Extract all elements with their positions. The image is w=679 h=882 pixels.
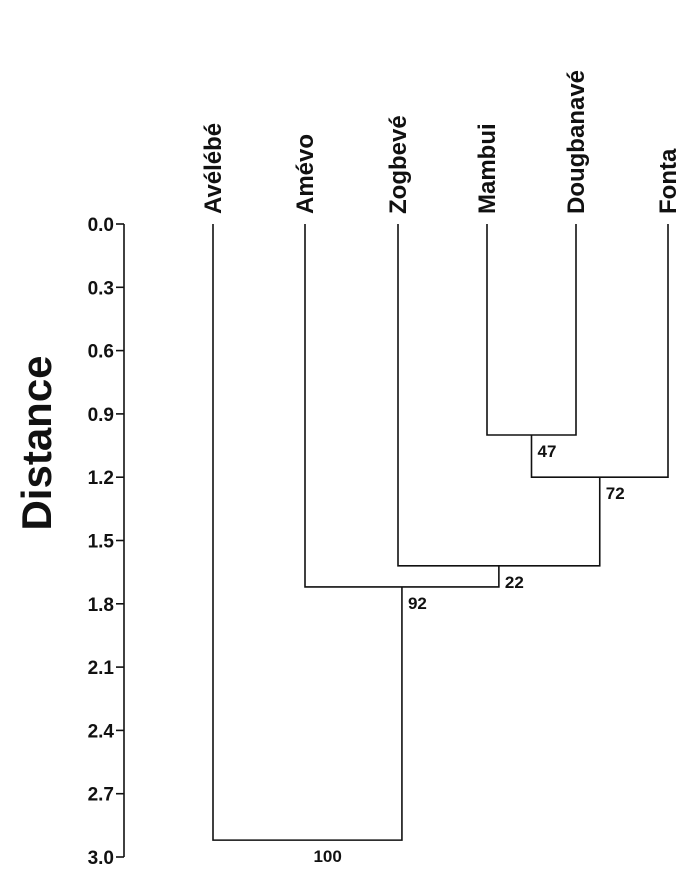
merge-link-m1	[486, 224, 577, 436]
y-tick-label: 2.4	[88, 721, 115, 742]
bootstrap-labels: 47 72 22 92 100	[313, 442, 624, 866]
y-tick-label: 3.0	[88, 848, 114, 869]
y-tick-label: 1.8	[88, 595, 114, 616]
y-tick-label: 2.7	[88, 785, 114, 806]
merge-link-m3	[397, 224, 601, 567]
y-tick-label: 2.1	[88, 658, 115, 679]
bootstrap-label: 72	[606, 484, 625, 503]
leaf-label: Amévo	[292, 134, 319, 214]
y-tick-label: 1.5	[88, 532, 115, 553]
leaf-label: Dougbanavé	[563, 70, 590, 214]
bootstrap-label: 47	[538, 442, 557, 461]
leaf-label: Avélébé	[200, 123, 227, 214]
y-tick-label: 0.6	[88, 342, 114, 363]
y-axis-title: Distance	[13, 355, 60, 530]
bootstrap-label: 22	[505, 573, 524, 592]
leaf-label: Zogbevé	[385, 115, 412, 214]
bootstrap-label: 100	[313, 847, 341, 866]
y-tick-label: 0.0	[88, 215, 114, 236]
merge-link-m2	[530, 224, 669, 478]
leaf-label: Mambui	[474, 123, 501, 214]
dendrogram-links	[212, 224, 669, 841]
leaf-labels: Avélébé Amévo Zogbevé Mambui Dougbanavé Fonta	[200, 70, 679, 214]
bootstrap-label: 92	[408, 594, 427, 613]
y-axis: 0.0 0.3 0.6 0.9 1.2 1.5 1.8 2.1 2.4 2.7 3.0	[88, 215, 125, 869]
y-tick-label: 0.9	[88, 405, 114, 426]
merge-link-m4	[304, 224, 500, 588]
y-tick-label: 1.2	[88, 468, 114, 489]
y-tick-label: 0.3	[88, 278, 114, 299]
merge-link-m5	[212, 224, 403, 841]
leaf-label: Fonta	[655, 148, 679, 214]
